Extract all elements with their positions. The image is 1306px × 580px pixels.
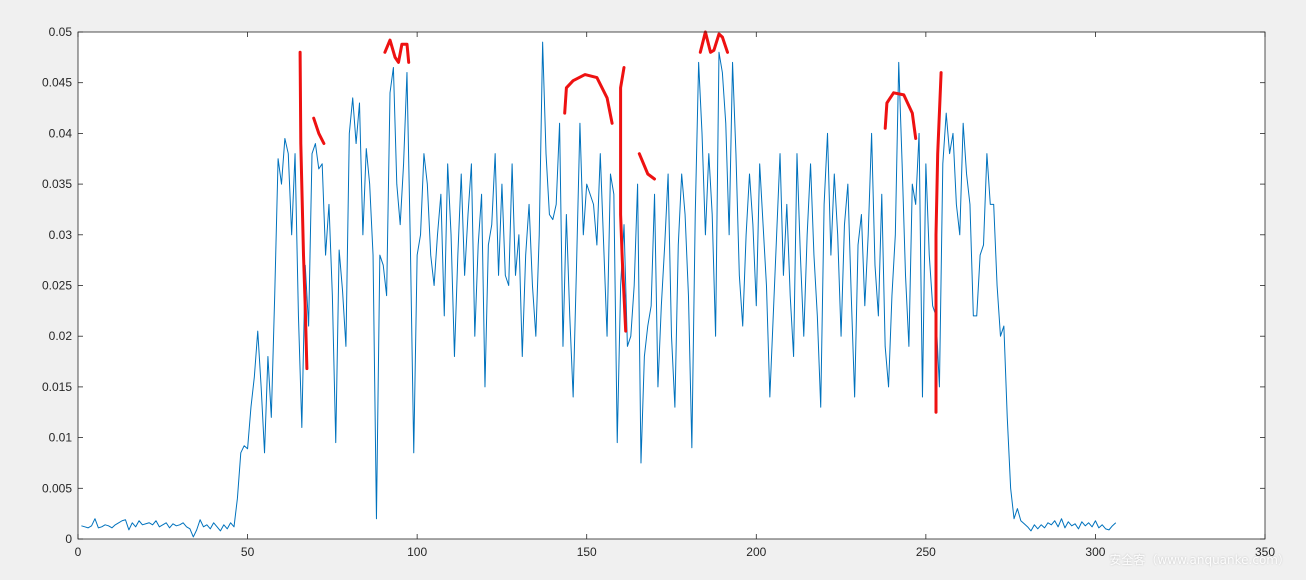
y-tick-label: 0.035 [42, 177, 72, 191]
annotation-stroke [637, 152, 656, 181]
x-tick-label: 100 [407, 545, 427, 559]
plot-area [78, 32, 1265, 539]
x-tick-label: 0 [75, 545, 82, 559]
y-tick-label: 0.045 [42, 76, 72, 90]
data-layer [81, 41, 1117, 538]
y-tick-label: 0.02 [49, 329, 73, 343]
x-tick-label: 350 [1255, 545, 1275, 559]
annotation-stroke [934, 71, 943, 414]
annotation-stroke [619, 66, 628, 333]
annotation-stroke [383, 38, 411, 64]
x-tick-label: 250 [916, 545, 936, 559]
y-tick-label: 0 [65, 532, 72, 546]
watermark-text: 安全客（www.anquanke.com） [1109, 553, 1290, 567]
y-tick-label: 0.05 [49, 25, 73, 39]
y-tick-label: 0.04 [49, 126, 73, 140]
annotation-stroke [298, 50, 309, 371]
y-axis: 0 0.005 0.01 0.015 0.02 0.025 0.03 0.035 0.04 0.0… [42, 25, 1265, 546]
annotation-stroke [312, 116, 326, 145]
annotation-layer [298, 30, 943, 414]
x-tick-label: 150 [577, 545, 597, 559]
y-tick-label: 0.03 [49, 228, 73, 242]
y-tick-label: 0.01 [49, 431, 73, 445]
annotation-stroke [563, 73, 614, 125]
annotation-stroke [883, 91, 918, 140]
x-tick-label: 300 [1085, 545, 1105, 559]
series-line [81, 41, 1117, 538]
y-tick-label: 0.025 [42, 279, 72, 293]
x-axis: 0 50 100 150 200 250 300 350 [75, 32, 1275, 559]
y-tick-label: 0.005 [42, 481, 72, 495]
y-tick-label: 0.015 [42, 380, 72, 394]
x-tick-label: 200 [746, 545, 766, 559]
x-tick-label: 50 [241, 545, 255, 559]
